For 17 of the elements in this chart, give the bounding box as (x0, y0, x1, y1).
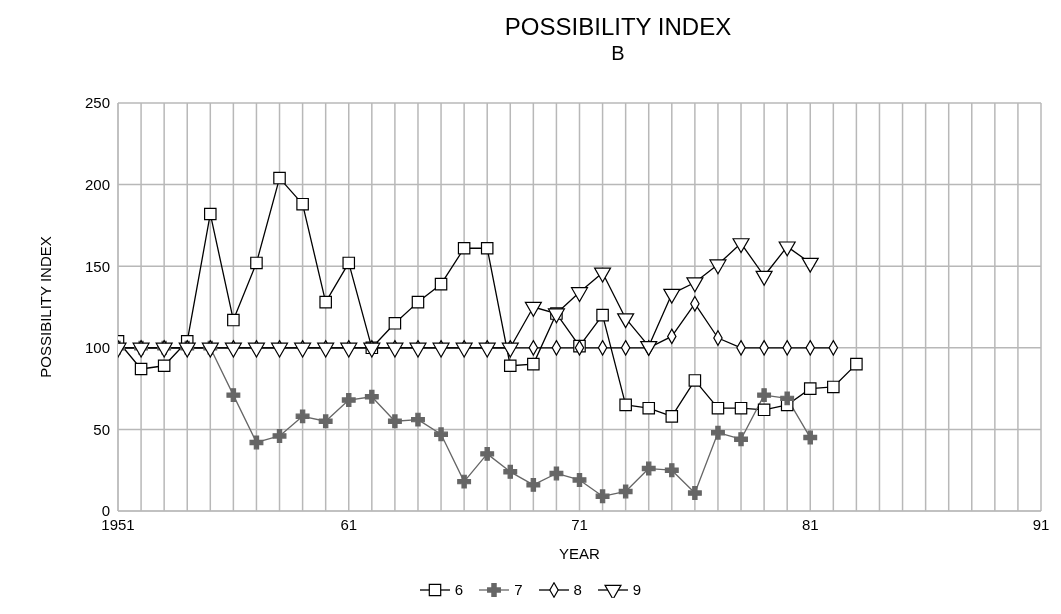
legend-label: 9 (632, 581, 642, 598)
legend-label: 6 (454, 581, 464, 598)
chart-title: POSSIBILITY INDEX (503, 13, 733, 40)
y-axis-title: POSSIBILITY INDEX (37, 236, 55, 378)
legend-label: 7 (514, 581, 523, 598)
y-tick-label: 50 (93, 420, 110, 438)
y-tick-label: 100 (84, 339, 110, 357)
chart-subtitle: B (610, 41, 626, 66)
x-axis-title: YEAR (559, 545, 601, 562)
x-tick-label: 91 (1032, 515, 1050, 533)
y-tick-label: 150 (84, 257, 110, 275)
y-tick-label: 250 (84, 94, 110, 112)
x-tick-label: 71 (571, 515, 588, 533)
legend-label: 8 (573, 581, 582, 598)
x-tick-label: 81 (801, 515, 819, 533)
x-tick-label: 61 (340, 515, 358, 533)
y-tick-label: 200 (84, 175, 110, 193)
